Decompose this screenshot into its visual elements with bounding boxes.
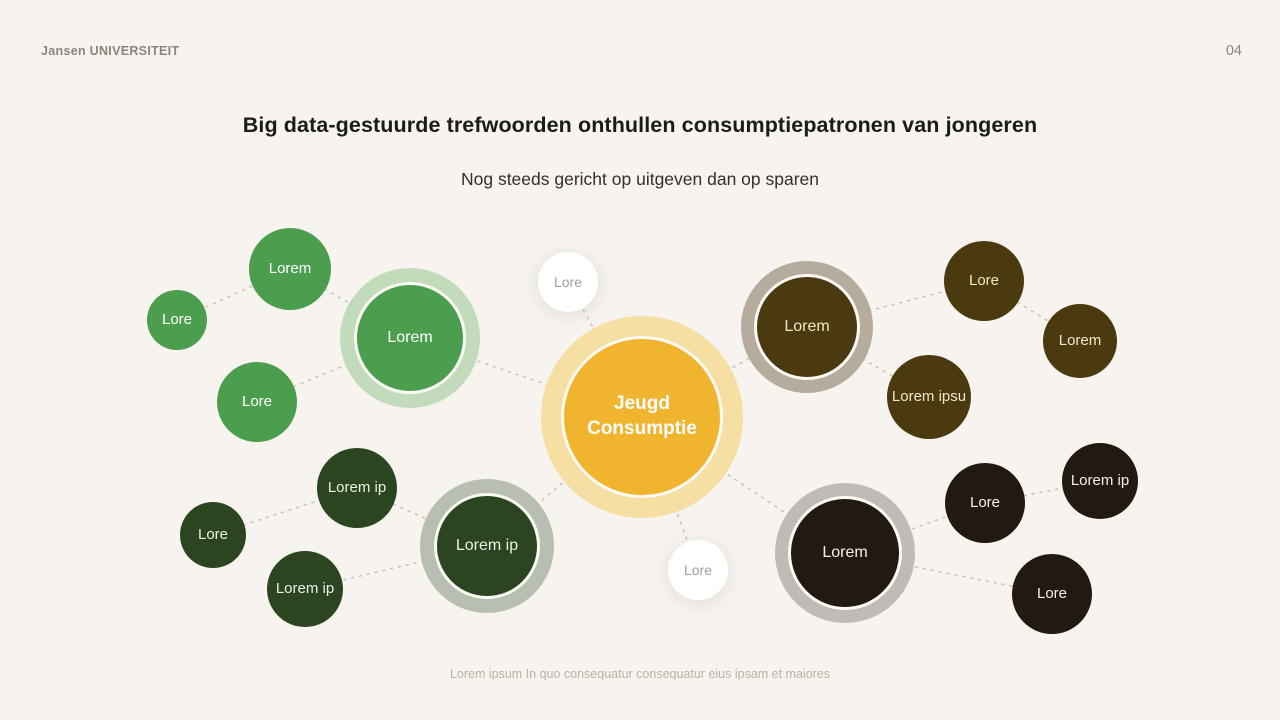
bubble-label: Lorem ip: [1070, 472, 1130, 490]
footer-caption: Lorem ipsum In quo consequatur consequat…: [449, 667, 831, 681]
bubble-label: Lorem ipsu: [891, 388, 967, 406]
bubble-b2: Lorem ip: [1062, 443, 1138, 519]
bubble-g2: Lorem: [249, 228, 331, 310]
bubble-o3: Lorem ipsu: [887, 355, 971, 439]
bubble-label: Lore: [553, 273, 583, 290]
bubble-o1: Lore: [944, 241, 1024, 321]
slide-title: Big data-gestuurde trefwoorden onthullen…: [242, 113, 1038, 137]
bubble-w2: Lore: [668, 540, 728, 600]
bubble-d3: Lorem ip: [267, 551, 343, 627]
bubble-label: Lore: [968, 272, 1000, 290]
bubble-label: Lore: [197, 526, 229, 544]
bubble-w1: Lore: [538, 252, 598, 312]
bubble-label: Jeugd Consumptie: [587, 393, 697, 439]
connector-line: [983, 280, 1081, 342]
bubble-bh: Lorem: [788, 496, 902, 610]
brand-text: Jansen UNIVERSITEIT: [41, 44, 180, 58]
bubble-label: Lore: [1036, 585, 1068, 603]
bubble-oh: Lorem: [754, 274, 860, 380]
bubble-label: Lore: [161, 311, 193, 329]
bubble-label: Lorem: [822, 543, 868, 561]
bubble-label: Lorem ip: [327, 479, 387, 497]
bubble-b3: Lore: [1012, 554, 1092, 634]
bubble-label: Lore: [969, 494, 1001, 512]
bubble-gh: Lorem: [354, 282, 466, 394]
bubble-d2: Lorem ip: [317, 448, 397, 528]
bubble-label: Lorem: [268, 260, 312, 278]
bubble-label: Lore: [683, 561, 713, 578]
bubble-g1: Lore: [147, 290, 207, 350]
bubble-d1: Lore: [180, 502, 246, 568]
bubble-c: Jeugd Consumptie: [561, 336, 723, 498]
bubble-label: Lorem ip: [455, 536, 519, 554]
bubble-o2: Lorem: [1043, 304, 1117, 378]
bubble-label: Lorem ip: [275, 580, 335, 598]
bubble-label: Lorem: [387, 328, 433, 346]
bubble-label: Lore: [241, 393, 273, 411]
page-number: 04: [1225, 43, 1242, 59]
slide-subtitle: Nog steeds gericht op uitgeven dan op sp…: [460, 169, 820, 189]
bubble-g3: Lore: [217, 362, 297, 442]
bubble-dh: Lorem ip: [434, 493, 540, 599]
bubble-b1: Lore: [945, 463, 1025, 543]
bubble-label: Lorem: [1058, 332, 1102, 350]
bubble-label: Lorem: [784, 317, 830, 335]
